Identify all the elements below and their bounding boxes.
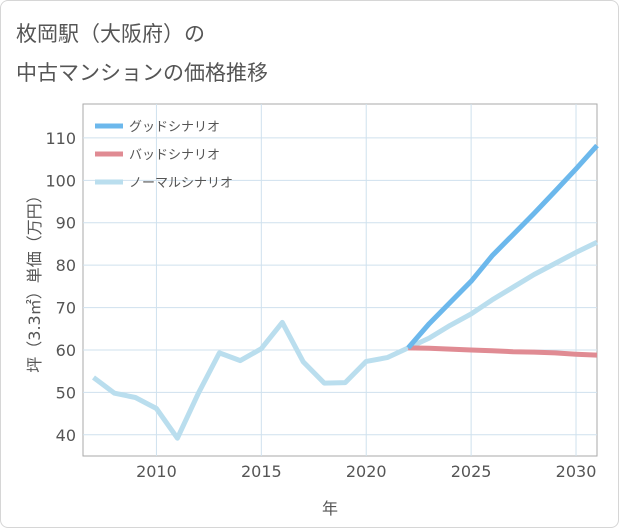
x-tick-label-2015: 2015: [241, 462, 282, 481]
legend-label-good: グッドシナリオ: [129, 120, 220, 135]
chart-title-line-2: 中古マンションの価格推移: [16, 61, 268, 85]
chart-title-line-1: 枚岡駅（大阪府）の: [16, 22, 205, 46]
y-tick-label-40: 40: [56, 426, 76, 445]
y-tick-label-70: 70: [56, 299, 76, 318]
plot-area: [82, 103, 598, 457]
series-lines: [92, 143, 599, 441]
x-tick-label-2020: 2020: [346, 462, 387, 481]
y-tick-label-60: 60: [56, 341, 76, 360]
y-tick-label-50: 50: [56, 383, 76, 402]
tick-labels: 2010 2015 2020 2025 2030 40 50 60 70 80 90 100 110: [45, 129, 596, 481]
x-tick-label-2010: 2010: [136, 462, 177, 481]
x-tick-label-2025: 2025: [451, 462, 492, 481]
x-tick-label-2030: 2030: [556, 462, 597, 481]
legend-label-bad: バッドシナリオ: [129, 148, 220, 163]
x-axis-label: 年: [322, 499, 338, 518]
y-tick-label-100: 100: [45, 171, 76, 190]
y-tick-label-80: 80: [56, 256, 76, 275]
series-line-normal: [92, 240, 599, 441]
series-line-bad: [408, 345, 598, 358]
legend-label-normal: ノーマルシナリオ: [129, 176, 233, 191]
gridlines: [83, 104, 597, 456]
y-tick-label-110: 110: [45, 129, 76, 148]
y-tick-label-90: 90: [56, 214, 76, 233]
y-axis-label: 坪（3.3㎡）単価（万円）: [25, 187, 44, 372]
series-line-good: [406, 143, 599, 350]
